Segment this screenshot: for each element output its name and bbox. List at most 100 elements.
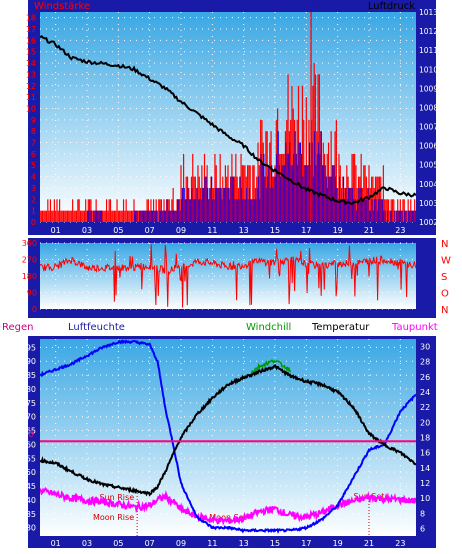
wind-direction-grid bbox=[40, 242, 416, 310]
pressure-tick-label: 1004 bbox=[419, 180, 438, 189]
humidity-tick-label: 75 bbox=[26, 399, 36, 408]
temperature-humidity-panel: Regen Luftfeuchte Windchill Temperatur T… bbox=[2, 322, 438, 548]
wind-tick-label: 17 bbox=[26, 25, 36, 34]
temperature-tick-label: 26 bbox=[420, 373, 430, 382]
direction-tick-label: 0 bbox=[32, 305, 37, 314]
hour-tick-label: 07 bbox=[145, 539, 155, 548]
sun-rise-label: Sun Rise bbox=[99, 493, 134, 502]
hour-tick-label: 17 bbox=[301, 539, 311, 548]
direction-tick-label: 90 bbox=[27, 289, 37, 298]
humidity-tick-label: 80 bbox=[26, 385, 36, 394]
compass-label: S bbox=[441, 272, 447, 283]
wind-tick-label: 12 bbox=[26, 82, 36, 91]
rain-zero-label: 0 bbox=[28, 430, 34, 440]
pressure-tick-label: 1008 bbox=[419, 103, 438, 112]
direction-tick-label: 270 bbox=[22, 256, 37, 265]
hour-tick-label: 17 bbox=[301, 226, 311, 235]
wind-tick-label: 11 bbox=[26, 93, 36, 102]
pressure-tick-label: 1002 bbox=[419, 218, 438, 227]
hour-tick-label: 13 bbox=[239, 226, 249, 235]
hour-tick-label: 15 bbox=[270, 226, 280, 235]
wind-tick-label: 7 bbox=[31, 139, 36, 148]
wind-direction-line-group bbox=[40, 244, 416, 308]
legend-taupunkt: Taupunkt bbox=[391, 322, 438, 333]
pressure-tick-label: 1005 bbox=[419, 161, 438, 170]
humidity-tick-label: 85 bbox=[26, 371, 36, 380]
pressure-line bbox=[40, 35, 416, 206]
wind-tick-label: 2 bbox=[31, 195, 36, 204]
wind-tick-label: 5 bbox=[31, 161, 36, 170]
temperature-humidity-plot-area bbox=[40, 339, 416, 536]
pressure-tick-label: 1009 bbox=[419, 84, 438, 93]
compass-label: N bbox=[441, 239, 448, 250]
humidity-tick-label: 60 bbox=[26, 440, 36, 449]
hour-tick-label: 21 bbox=[364, 539, 374, 548]
wind-tick-label: 15 bbox=[26, 48, 36, 57]
hour-tick-label: 11 bbox=[207, 539, 217, 548]
hour-tick-label: 01 bbox=[51, 539, 61, 548]
hour-tick-label: 09 bbox=[176, 539, 186, 548]
wind-direction-plot-area bbox=[40, 243, 416, 309]
humidity-tick-label: 70 bbox=[26, 413, 36, 422]
humidity-tick-label: 65 bbox=[26, 427, 36, 436]
pressure-line-group bbox=[40, 35, 416, 206]
hour-tick-label: 23 bbox=[395, 539, 405, 548]
temperature-tick-label: 8 bbox=[420, 509, 425, 518]
wind-tick-label: 14 bbox=[26, 59, 36, 68]
humidity-tick-label: 50 bbox=[26, 468, 36, 477]
temperature-tick-label: 14 bbox=[420, 464, 430, 473]
humidity-tick-label: 45 bbox=[26, 482, 36, 491]
chart-title: 24 hour graph day : 01 Mai 2024 bbox=[165, 1, 330, 12]
compass-label: O bbox=[441, 289, 449, 300]
hour-tick-label: 03 bbox=[82, 539, 92, 548]
temperature-tick-label: 30 bbox=[420, 343, 430, 352]
humidity-tick-label: 30 bbox=[26, 524, 36, 533]
wind-tick-label: 4 bbox=[31, 173, 36, 182]
wind-pressure-panel: 0123456789101112131415161718100210031004… bbox=[26, 0, 439, 235]
temperature-tick-label: 24 bbox=[420, 388, 430, 397]
hour-tick-label: 05 bbox=[113, 539, 123, 548]
pressure-tick-label: 1010 bbox=[419, 65, 438, 74]
humidity-line bbox=[40, 339, 416, 534]
hour-tick-label: 09 bbox=[176, 226, 186, 235]
humidity-tick-label: 90 bbox=[26, 357, 36, 366]
temperature-tick-label: 18 bbox=[420, 434, 430, 443]
hour-tick-label: 05 bbox=[113, 226, 123, 235]
temperature-line bbox=[40, 364, 416, 497]
wind-direction-line bbox=[40, 244, 416, 308]
pressure-tick-label: 1011 bbox=[419, 46, 438, 55]
hour-tick-label: 07 bbox=[145, 226, 155, 235]
humidity-tick-label: 95 bbox=[26, 343, 36, 352]
legend-temperatur: Temperatur bbox=[311, 322, 370, 333]
compass-label: W bbox=[441, 256, 451, 267]
wind-speed-axis-label: Windstärke bbox=[34, 1, 90, 12]
compass-label: N bbox=[441, 305, 448, 316]
humidity-tick-label: 55 bbox=[26, 454, 36, 463]
temperature-tick-label: 10 bbox=[420, 494, 430, 503]
hour-tick-label: 15 bbox=[270, 539, 280, 548]
wind-tick-label: 6 bbox=[31, 150, 36, 159]
hour-tick-label: 23 bbox=[395, 226, 405, 235]
temperature-tick-label: 16 bbox=[420, 449, 430, 458]
hour-tick-label: 11 bbox=[207, 226, 217, 235]
legend-regen: Regen bbox=[2, 322, 34, 333]
wind-tick-label: 9 bbox=[31, 116, 36, 125]
legend-windchill: Windchill bbox=[246, 322, 291, 333]
hour-tick-label: 03 bbox=[82, 226, 92, 235]
temperature-tick-label: 12 bbox=[420, 479, 430, 488]
wind-pressure-axes: 0123456789101112131415161718100210031004… bbox=[26, 8, 439, 235]
wind-direction-axes: 0 90 180 270 360 bbox=[22, 239, 37, 314]
wind-tick-label: 3 bbox=[31, 184, 36, 193]
humidity-tick-label: 35 bbox=[26, 510, 36, 519]
pressure-axis-label: Luftdruck bbox=[368, 1, 415, 12]
humidity-tick-label: 40 bbox=[26, 496, 36, 505]
hour-tick-label: 21 bbox=[364, 226, 374, 235]
moon-rise-label: Moon Rise bbox=[93, 513, 134, 522]
wind-tick-label: 10 bbox=[26, 104, 36, 113]
hour-tick-label: 01 bbox=[51, 226, 61, 235]
hour-tick-label: 19 bbox=[333, 539, 343, 548]
wind-tick-label: 0 bbox=[31, 218, 36, 227]
pressure-tick-label: 1013 bbox=[419, 8, 438, 17]
temperature-tick-label: 6 bbox=[420, 524, 425, 533]
